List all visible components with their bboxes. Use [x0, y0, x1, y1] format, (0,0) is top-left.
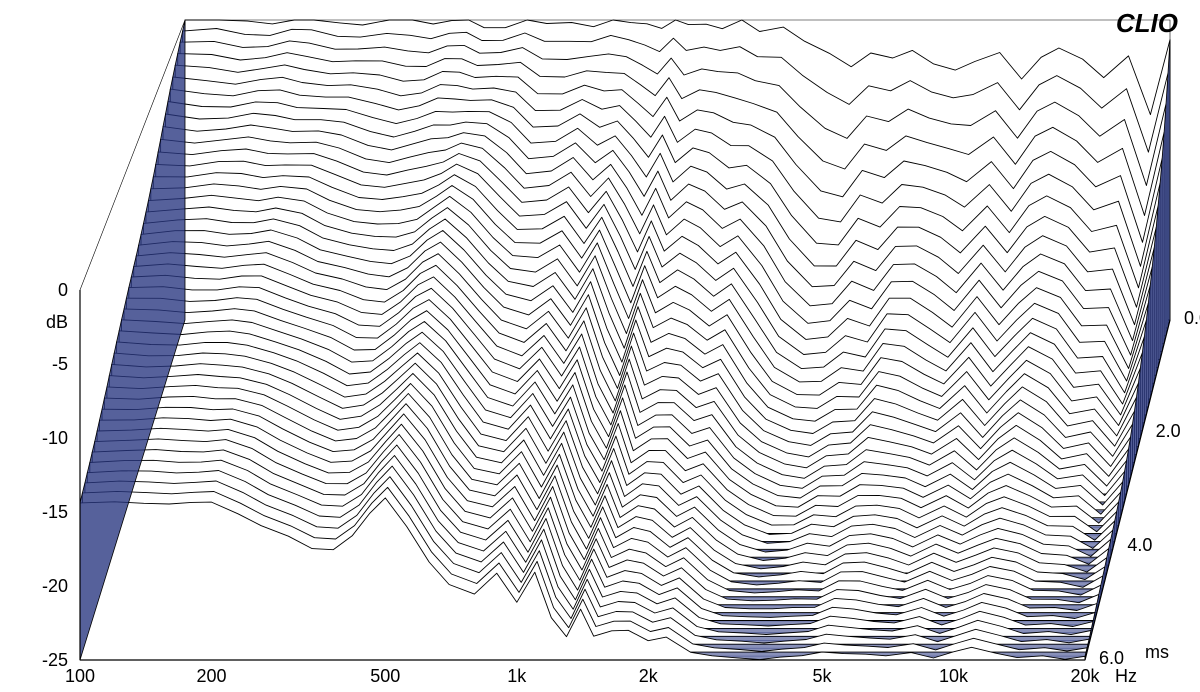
waterfall-svg	[0, 0, 1200, 692]
axis-tick-label: 200	[196, 666, 226, 687]
axis-tick-label: 2k	[639, 666, 658, 687]
axis-tick-label: 5k	[813, 666, 832, 687]
axis-tick-label: -15	[42, 502, 68, 523]
axis-tick-label: 0	[58, 280, 68, 301]
axis-tick-label: 500	[370, 666, 400, 687]
axis-tick-label: 6.0	[1099, 648, 1124, 669]
waterfall-plot: CLIO 0-5-10-15-20-25dB1002005001k2k5k10k…	[0, 0, 1200, 692]
axis-tick-label: 4.0	[1127, 535, 1152, 556]
axis-tick-label: 1k	[507, 666, 526, 687]
brand-label: CLIO	[1116, 8, 1178, 39]
axis-tick-label: 100	[65, 666, 95, 687]
axis-tick-label: -5	[52, 354, 68, 375]
axis-tick-label: 0.0	[1184, 308, 1200, 329]
axis-tick-label: dB	[46, 312, 68, 333]
axis-tick-label: -10	[42, 428, 68, 449]
axis-tick-label: ms	[1145, 642, 1169, 663]
axis-tick-label: Hz	[1115, 666, 1137, 687]
axis-tick-label: 2.0	[1156, 421, 1181, 442]
axis-tick-label: 10k	[939, 666, 968, 687]
axis-tick-label: 20k	[1070, 666, 1099, 687]
axis-tick-label: -20	[42, 576, 68, 597]
